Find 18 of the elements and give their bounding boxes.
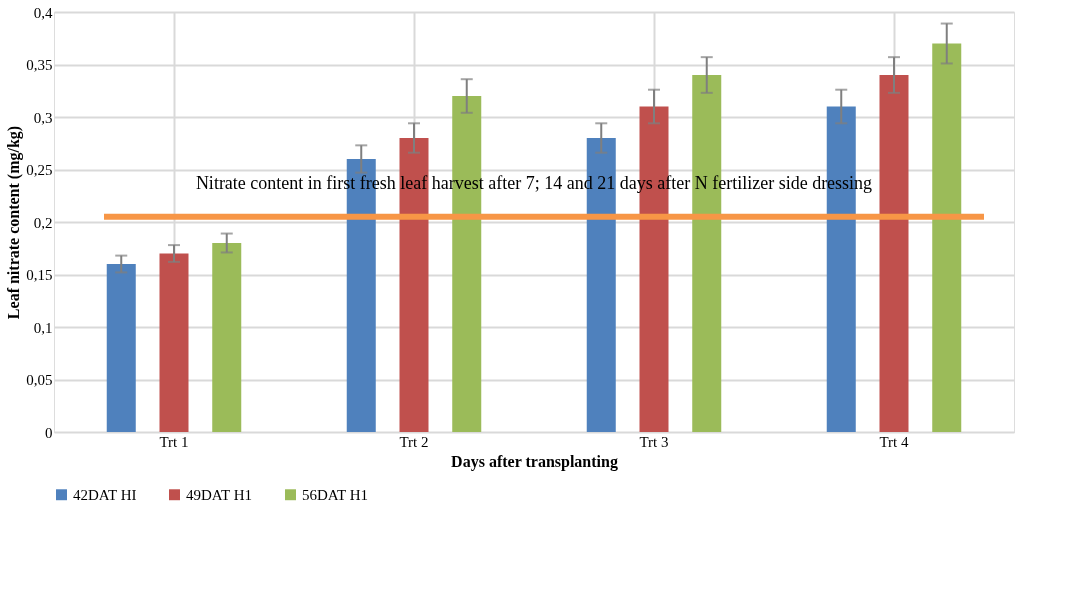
- y-tick-label: 0,3: [33, 109, 53, 126]
- y-tick-label: 0,05: [26, 372, 53, 388]
- legend-label: 42DAT HI: [73, 486, 137, 503]
- x-tick-label: Trt 1: [159, 433, 189, 450]
- x-tick-label: Trt 3: [639, 433, 669, 450]
- x-tick-label: Trt 4: [879, 433, 910, 450]
- y-tick-label: 0,25: [26, 162, 53, 178]
- y-tick-label: 0,4: [33, 4, 53, 21]
- legend-label: 56DAT H1: [302, 486, 368, 503]
- y-tick-label: 0,2: [33, 214, 53, 231]
- x-tick-label: Trt 2: [399, 433, 429, 450]
- legend-label: 49DAT H1: [186, 486, 252, 503]
- y-tick-label: 0: [45, 424, 53, 441]
- y-tick-label: 0,35: [26, 57, 53, 73]
- y-tick-label: 0,1: [33, 319, 53, 336]
- y-axis-title: Leaf nitrate content (mg/kg): [5, 125, 24, 320]
- x-axis-title: Days after transplanting: [451, 452, 618, 471]
- y-tick-label: 0,15: [26, 267, 53, 283]
